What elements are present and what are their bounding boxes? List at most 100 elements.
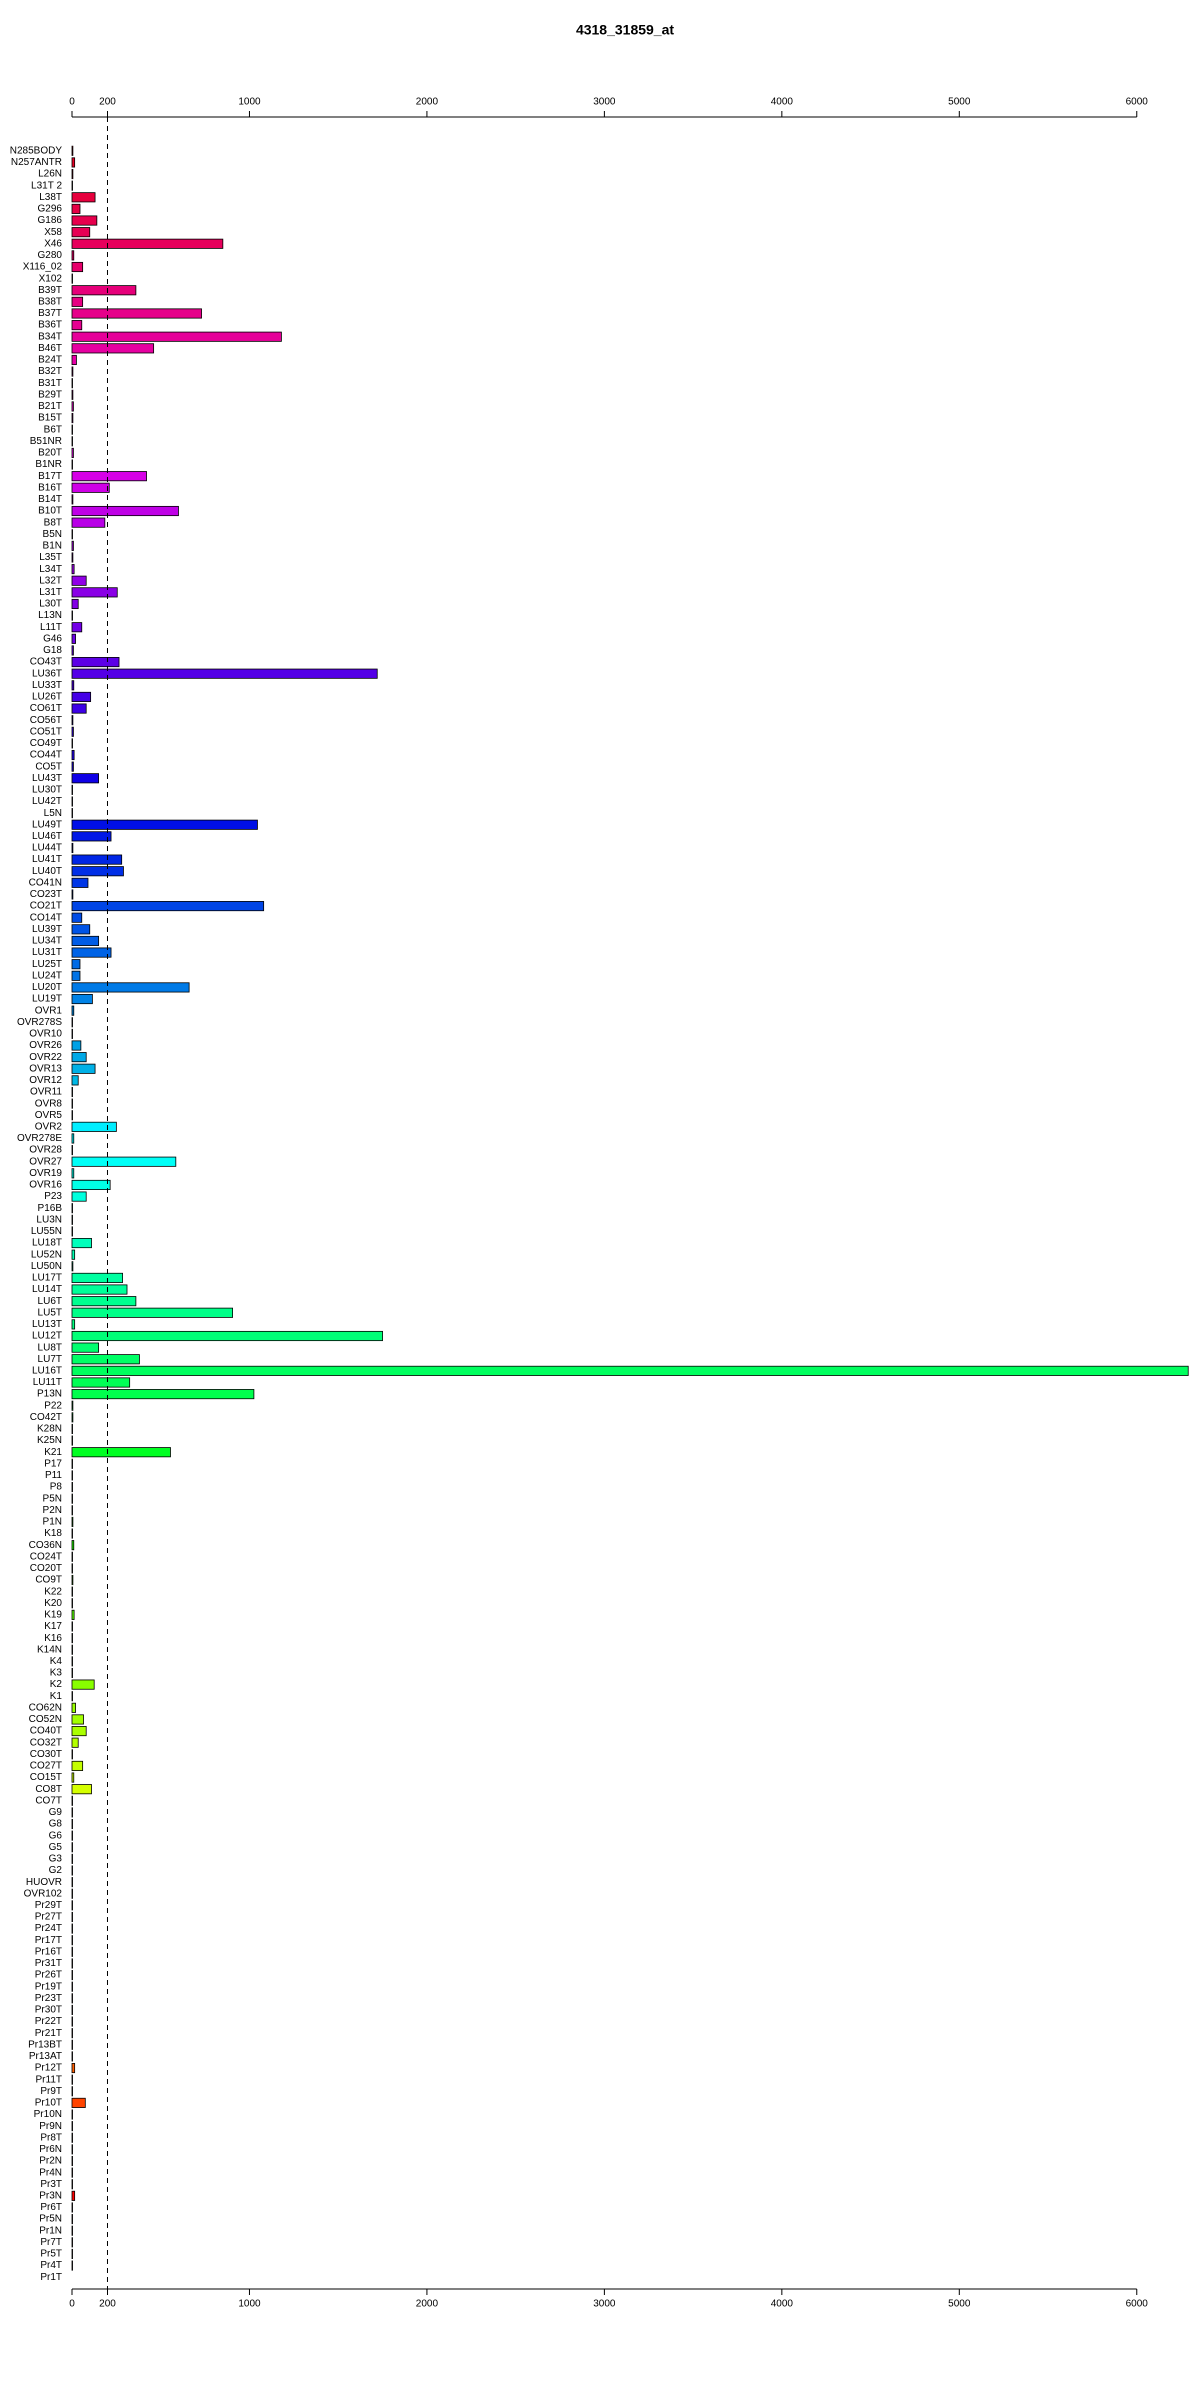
bar — [71, 1005, 75, 1016]
bar — [71, 494, 74, 505]
y-tick-label: CO42T — [30, 1412, 62, 1423]
bar — [71, 959, 81, 970]
x-tick-label: 2000 — [416, 97, 439, 108]
bar — [71, 296, 84, 307]
bar — [71, 471, 147, 482]
y-tick-label: L35T — [39, 552, 62, 563]
y-tick-label: K22 — [44, 1586, 62, 1597]
bar — [71, 1923, 73, 1934]
y-tick-label: G6 — [49, 1830, 63, 1841]
y-tick-label: X46 — [44, 238, 62, 249]
y-tick-label: LU5T — [38, 1307, 62, 1318]
y-tick-label: Pr23T — [35, 1993, 62, 2004]
bar — [71, 1133, 75, 1144]
y-tick-label: N257ANTR — [11, 157, 62, 168]
bar — [71, 622, 83, 633]
y-tick-label: G296 — [38, 204, 63, 215]
bar — [71, 2028, 73, 2039]
y-tick-label: K28N — [37, 1424, 62, 1435]
bar — [71, 889, 74, 900]
bar — [71, 1667, 73, 1679]
bar — [71, 1760, 84, 1771]
y-tick-label: Pr30T — [35, 2005, 62, 2016]
y-tick-label: HUOVR — [26, 1877, 62, 1888]
y-tick-label: CO51T — [30, 726, 62, 737]
y-tick-label: OVR8 — [35, 1098, 63, 1109]
bar — [71, 1203, 73, 1214]
bar — [71, 1238, 92, 1249]
bar — [71, 773, 100, 784]
y-tick-label: LU41T — [32, 854, 62, 865]
bar — [71, 1993, 73, 2004]
x-tick-label: 4000 — [771, 2299, 794, 2310]
y-tick-label: LU20T — [32, 982, 62, 993]
y-tick-label: LU17T — [32, 1273, 62, 1284]
y-tick-label: Pr5T — [40, 2249, 62, 2260]
bar — [71, 529, 73, 540]
bar — [71, 1644, 73, 1655]
bar — [71, 378, 73, 389]
bar — [71, 633, 76, 644]
bar — [71, 738, 73, 749]
bar — [71, 2167, 73, 2178]
y-tick-label: B46T — [38, 343, 62, 354]
y-tick-label: Pr26T — [35, 1970, 62, 1981]
bar — [71, 1330, 383, 1342]
y-tick-label: LU34T — [32, 936, 62, 947]
y-tick-label: Pr27T — [35, 1912, 62, 1923]
bar — [71, 1609, 75, 1620]
x-tick-label: 5000 — [948, 97, 971, 108]
bar — [71, 1458, 73, 1469]
y-tick-label: K3 — [50, 1668, 63, 1679]
bar — [71, 517, 106, 528]
y-tick-label: B10T — [38, 506, 62, 517]
bar — [71, 877, 89, 888]
y-tick-label: G8 — [49, 1819, 63, 1830]
y-tick-label: OVR28 — [29, 1145, 62, 1156]
y-tick-label: G46 — [43, 633, 62, 644]
y-tick-label: L11T — [40, 622, 62, 633]
chart-title: 4318_31859_at — [576, 22, 674, 38]
y-tick-label: K17 — [44, 1621, 62, 1632]
x-tick-label: 4000 — [771, 97, 794, 108]
y-tick-label: Pr21T — [35, 2028, 62, 2039]
bar — [71, 285, 137, 296]
y-tick-label: LU31T — [32, 947, 62, 958]
bar — [71, 1795, 73, 1806]
y-tick-label: B5N — [43, 529, 62, 540]
bar — [71, 564, 75, 575]
y-tick-label: B15T — [38, 413, 62, 424]
bar — [71, 831, 112, 842]
y-tick-label: X58 — [44, 227, 62, 238]
y-tick-label: B29T — [38, 389, 62, 400]
y-tick-label: Pr5N — [39, 2214, 62, 2225]
bar — [71, 1493, 73, 1504]
bar — [71, 308, 202, 319]
y-tick-label: K2 — [50, 1679, 63, 1690]
bar — [71, 1121, 117, 1132]
bar — [71, 1249, 76, 1260]
y-tick-label: OVR278E — [17, 1133, 62, 1144]
y-tick-label: B21T — [38, 401, 62, 412]
bar — [71, 935, 100, 946]
y-tick-label: LU36T — [32, 668, 62, 679]
bar — [71, 1551, 73, 1562]
y-tick-label: L38T — [39, 192, 62, 203]
y-tick-label: LU11T — [33, 1377, 62, 1388]
bar — [71, 947, 112, 958]
y-tick-label: CO41N — [29, 877, 62, 888]
x-tick-label: 0 — [69, 2299, 75, 2310]
bar — [71, 715, 74, 726]
y-tick-label: Pr22T — [35, 2016, 62, 2027]
bar — [71, 1098, 73, 1109]
y-tick-label: CO49T — [30, 738, 62, 749]
y-tick-label: LU16T — [32, 1366, 62, 1377]
bar — [71, 1958, 73, 1969]
y-tick-label: B14T — [38, 494, 62, 505]
bar — [71, 993, 93, 1005]
y-tick-label: B31T — [38, 378, 62, 389]
bar — [71, 680, 75, 691]
y-tick-label: P17 — [44, 1458, 62, 1469]
y-tick-label: CO20T — [30, 1563, 62, 1574]
